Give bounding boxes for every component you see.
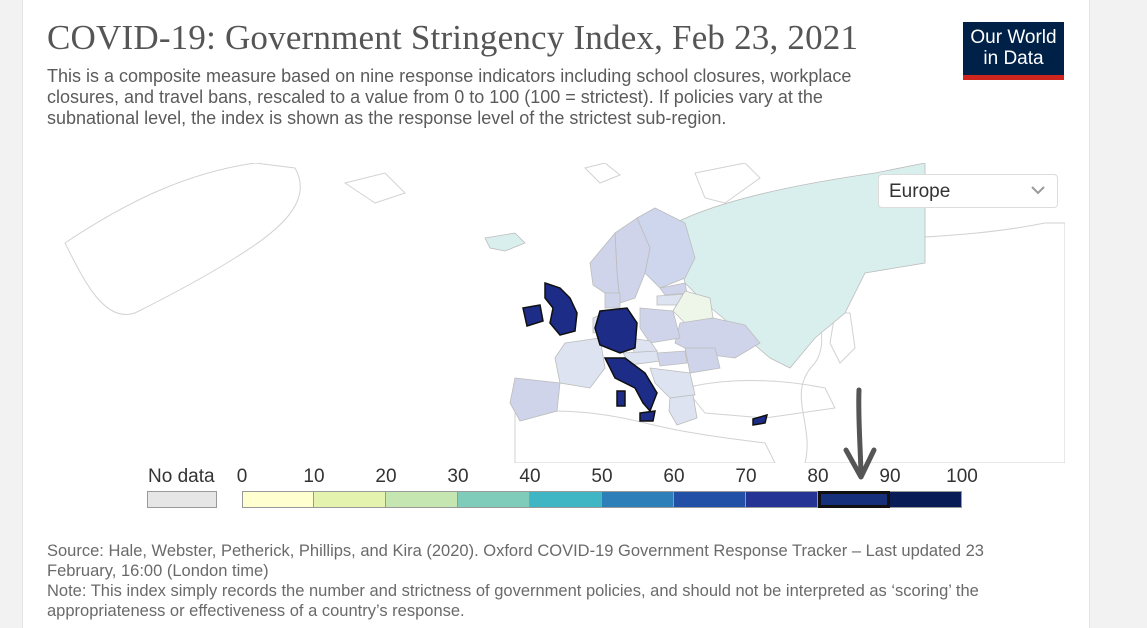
legend-tick-label: 0 [236,466,248,487]
legend-bin[interactable] [386,491,458,508]
source-note: Source: Hale, Webster, Petherick, Philli… [47,542,984,580]
legend-tick-label: 20 [375,466,397,487]
owid-logo[interactable]: Our World in Data [963,22,1064,80]
country-spain [509,377,561,422]
country-france [554,337,606,389]
country-poland [639,307,681,344]
legend-tick-label: 60 [663,466,685,487]
arctic-island-outline [343,172,406,204]
legend-nodata-swatch[interactable] [147,491,217,508]
chevron-down-icon [1031,186,1045,195]
legend-bin[interactable] [530,491,602,508]
country-greece [668,394,698,426]
country-hungary [656,350,688,367]
region-select[interactable]: Europe [878,174,1058,208]
country-russia [674,163,926,369]
legend-tick-label: 90 [879,466,901,487]
legend-bin[interactable] [458,491,530,508]
country-united-kingdom [544,281,578,336]
legend-tick-label: 80 [807,466,829,487]
country-italy [603,357,658,413]
region-select-value: Europe [889,181,951,202]
novaya-zemlya-outline [694,163,761,204]
europe-map[interactable] [45,163,1065,463]
country-romania [684,347,721,374]
country-iceland [484,232,526,252]
country-denmark [604,292,621,309]
north-africa-outline [514,410,776,463]
legend-bin[interactable] [314,491,386,508]
disclaimer-note: Note: This index simply records the numb… [47,582,979,620]
legend-bin[interactable] [746,491,818,508]
chart-title: COVID-19: Government Stringency Index, F… [47,18,859,57]
color-legend: No data 0 10 20 30 40 50 60 70 80 90 100 [23,460,1089,520]
legend-tick-label: 40 [519,466,541,487]
greenland-outline [64,163,301,315]
logo-line-2: in Data [983,48,1044,69]
caspian-outline [829,312,856,364]
country-sardinia [616,390,626,407]
legend-tick-label: 50 [591,466,613,487]
country-sicily [639,410,656,422]
chart-subtitle: This is a composite measure based on nin… [47,66,852,128]
legend-tick-label: 10 [303,466,325,487]
legend-bin[interactable] [242,491,314,508]
chart-card: COVID-19: Government Stringency Index, F… [22,0,1090,628]
legend-bin[interactable] [674,491,746,508]
annotation-arrow [843,387,877,480]
legend-tick-label: 70 [735,466,757,487]
country-norway [589,231,621,304]
legend-bin[interactable] [602,491,674,508]
country-germany [594,307,638,354]
logo-line-1: Our World [970,27,1057,48]
chart-footer: Source: Hale, Webster, Petherick, Philli… [47,541,1007,621]
country-cyprus [752,413,769,426]
legend-bin[interactable] [890,491,962,508]
legend-tick-label: 30 [447,466,469,487]
legend-tick-label: 100 [946,466,978,487]
legend-bin[interactable] [818,491,890,508]
legend-nodata-label: No data [148,466,215,487]
svalbard-outline [584,163,621,184]
turkey-outline [684,380,836,419]
country-ireland [522,304,544,327]
